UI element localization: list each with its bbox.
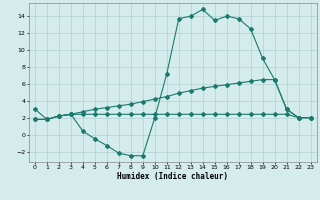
X-axis label: Humidex (Indice chaleur): Humidex (Indice chaleur) (117, 172, 228, 181)
